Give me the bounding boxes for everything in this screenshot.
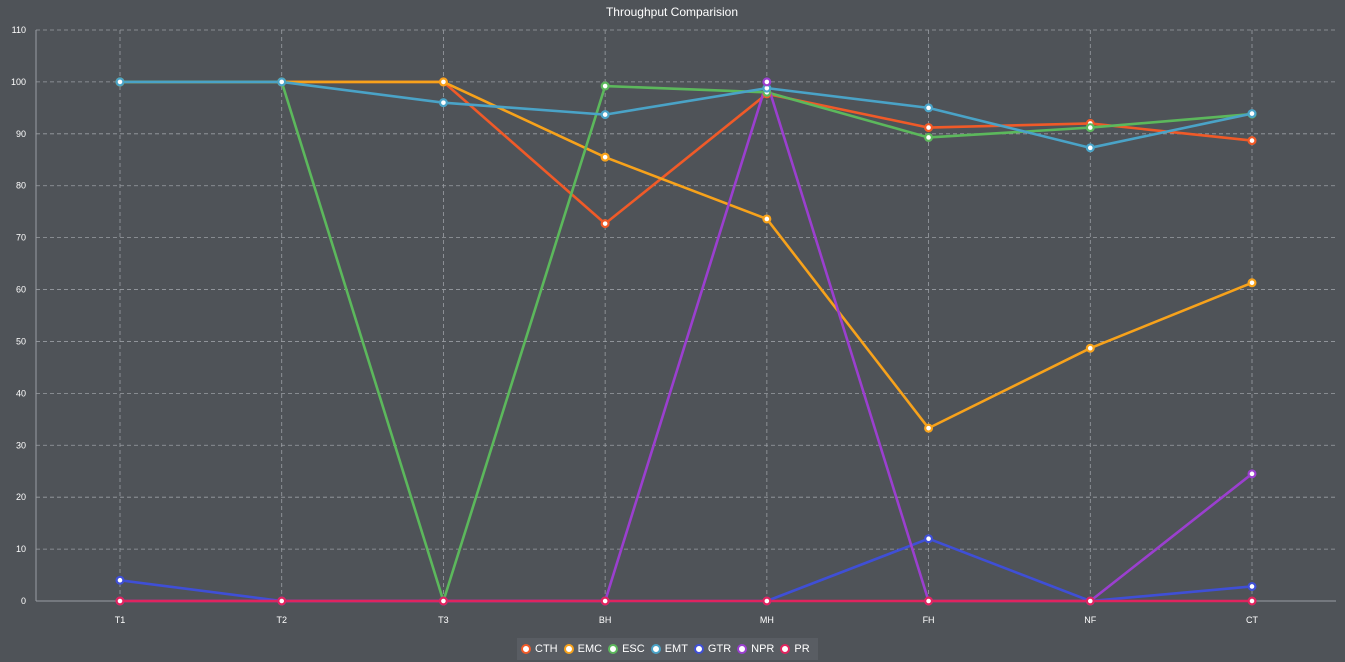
data-point-pr[interactable] [600,596,610,606]
data-point-emt[interactable] [1085,143,1095,153]
chart-legend: CTH EMC ESC EMT GTR NPR PR [517,638,818,660]
legend-marker-icon [737,644,748,654]
series-lines [119,80,1253,603]
data-point-pr[interactable] [438,596,448,606]
x-tick-label: NF [1084,615,1096,625]
legend-item-pr[interactable]: PR [780,643,810,655]
x-tick-label: T1 [115,615,126,625]
data-point-pr[interactable] [924,596,934,606]
legend-item-cth[interactable]: CTH [521,643,558,655]
data-point-emc[interactable] [1085,343,1095,353]
legend-item-emt[interactable]: EMT [650,643,688,655]
legend-item-npr[interactable]: NPR [737,643,774,655]
legend-label: EMC [577,643,603,655]
data-point-emc[interactable] [438,77,448,87]
series-line-emt [120,80,1253,150]
y-tick-label: 110 [12,25,26,35]
x-tick-label: T3 [438,615,449,625]
data-point-emt[interactable] [600,110,610,120]
data-point-emc[interactable] [762,214,772,224]
legend-label: EMT [664,643,688,655]
legend-label: CTH [535,643,558,655]
data-point-emt[interactable] [115,77,125,87]
legend-marker-icon [650,644,661,654]
y-tick-label: 20 [16,492,26,502]
series-line-cth [120,80,1253,225]
data-point-pr[interactable] [277,596,287,606]
data-point-gtr[interactable] [1247,581,1257,591]
data-point-pr[interactable] [1247,596,1257,606]
x-tick-label: MH [760,615,774,625]
data-point-pr[interactable] [1085,596,1095,606]
legend-item-emc[interactable]: EMC [563,643,603,655]
data-point-emt[interactable] [438,98,448,108]
legend-marker-icon [780,644,791,654]
legend-label: ESC [622,643,645,655]
y-tick-label: 80 [16,181,26,191]
legend-marker-icon [563,644,574,654]
x-tick-label: FH [923,615,935,625]
y-tick-label: 100 [11,77,26,87]
x-tick-label: T2 [276,615,287,625]
series-line-gtr [119,537,1253,603]
data-point-pr[interactable] [762,596,772,606]
data-point-esc[interactable] [600,81,610,91]
series-line-emc [120,80,1253,430]
axes: 0 10 20 30 40 50 60 70 80 90 100 110 T1 T2 T3 BH MH FH NF C… [11,25,1336,625]
legend-label: PR [794,643,810,655]
data-point-emt[interactable] [1247,109,1257,119]
y-tick-label: 30 [16,440,26,450]
legend-marker-icon [521,644,531,654]
data-point-pr[interactable] [115,596,125,606]
data-point-emc[interactable] [600,152,610,162]
series-points [115,77,1257,606]
x-tick-label: BH [599,615,612,625]
chart-title: Throughput Comparision [606,5,738,19]
data-point-gtr[interactable] [115,575,125,585]
data-point-gtr[interactable] [924,534,934,544]
y-tick-label: 50 [16,336,26,346]
legend-label: GTR [707,643,732,655]
data-point-emc[interactable] [1247,278,1257,288]
y-tick-label: 60 [16,285,26,295]
data-point-cth[interactable] [924,123,934,133]
legend-item-esc[interactable]: ESC [608,643,645,655]
legend-marker-icon [693,644,704,654]
data-point-cth[interactable] [600,219,610,229]
data-point-esc[interactable] [1085,123,1095,133]
legend-label: NPR [751,643,775,655]
legend-marker-icon [608,644,619,654]
y-tick-label: 70 [16,233,26,243]
y-tick-label: 0 [21,596,26,606]
data-point-emc[interactable] [924,423,934,433]
y-tick-label: 10 [16,544,26,554]
data-point-npr[interactable] [762,77,772,87]
data-point-esc[interactable] [924,132,934,142]
y-tick-label: 90 [16,129,26,139]
y-tick-label: 40 [16,388,26,398]
series-line-esc [120,80,1253,603]
data-point-cth[interactable] [1247,136,1257,146]
data-point-npr[interactable] [1247,469,1257,479]
x-tick-label: CT [1246,615,1258,625]
data-point-emt[interactable] [924,103,934,113]
legend-item-gtr[interactable]: GTR [693,643,732,655]
grid-lines [36,29,1336,601]
data-point-emt[interactable] [277,77,287,87]
